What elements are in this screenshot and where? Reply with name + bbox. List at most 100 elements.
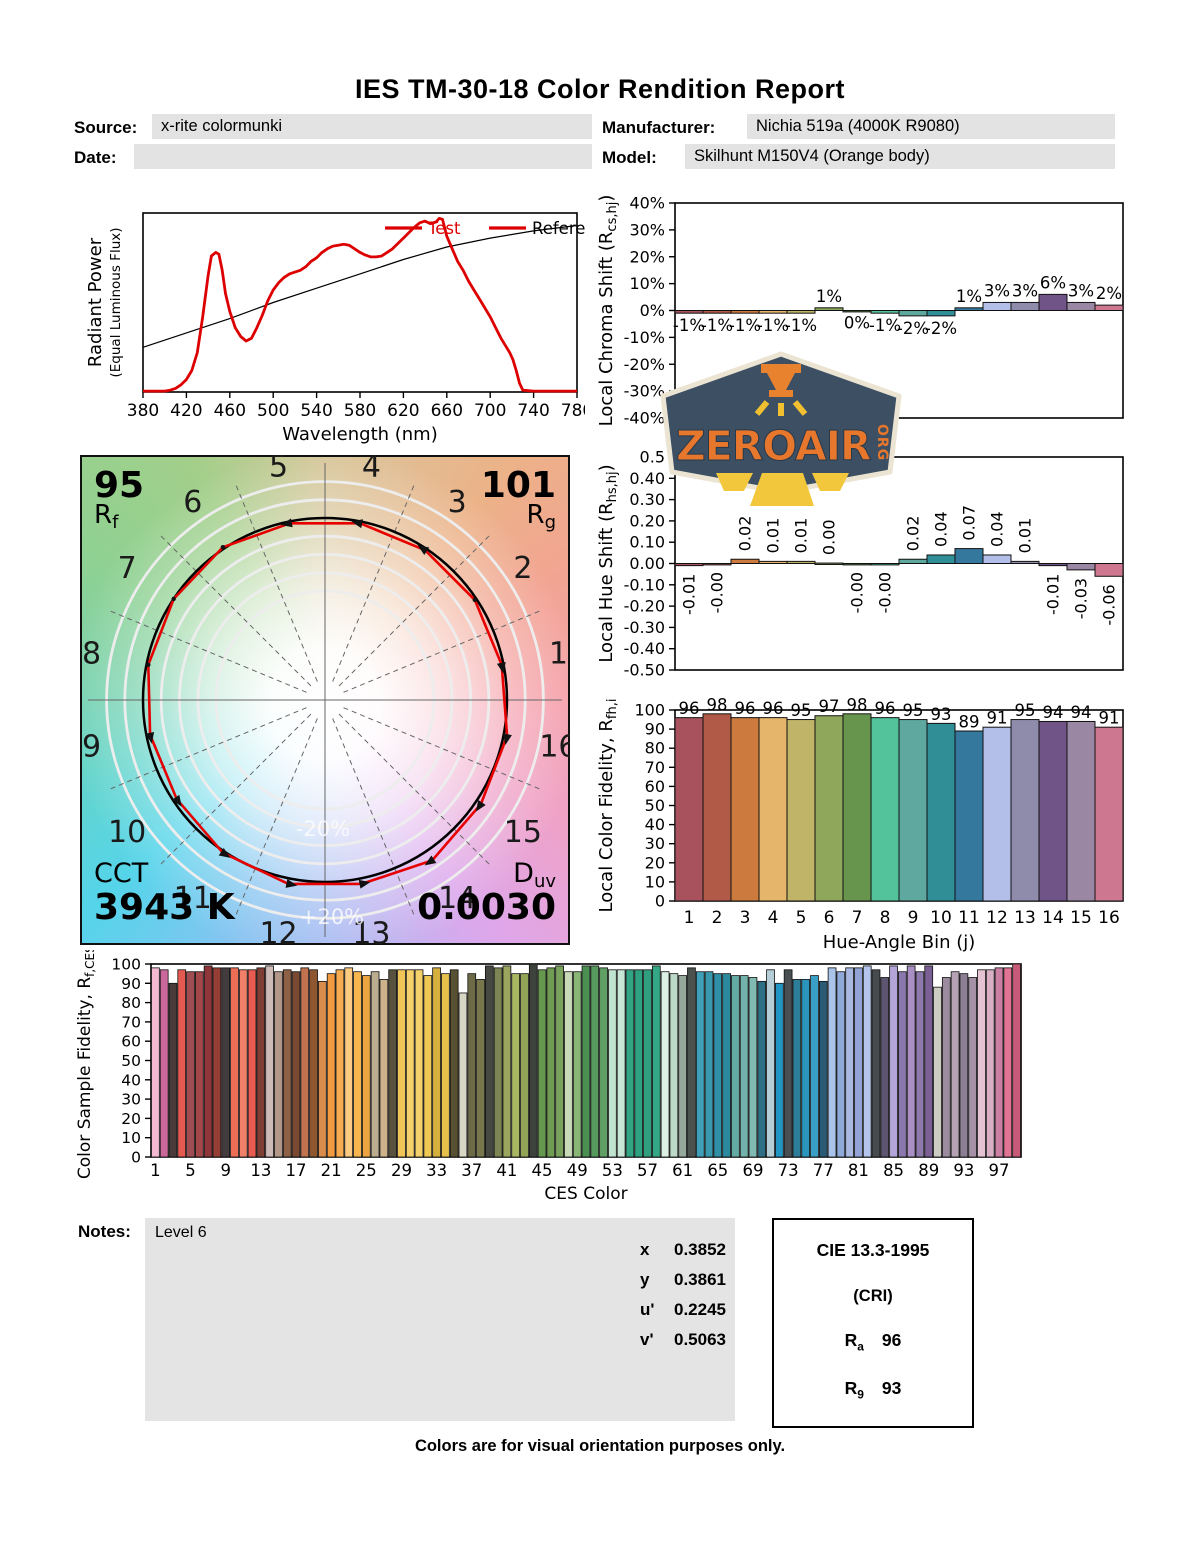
cri-ra-row: Ra 96 [844, 1330, 902, 1354]
bar [186, 971, 195, 1158]
y-axis-label: (Equal Luminous Flux) [108, 227, 124, 377]
bar [954, 548, 984, 564]
bar-value-label: -0.01 [680, 574, 699, 615]
bar [194, 971, 204, 1158]
bar-value-label: 1% [956, 287, 982, 306]
bar [758, 310, 788, 314]
svg-text:37: 37 [461, 1161, 482, 1180]
bar [1003, 967, 1013, 1158]
bar-value-label: 2% [1096, 284, 1122, 303]
svg-text:0.30: 0.30 [629, 490, 665, 509]
bar [651, 965, 661, 1158]
svg-text:33: 33 [426, 1161, 447, 1180]
svg-text:13: 13 [250, 1161, 271, 1180]
bar-value-label: 0.01 [792, 518, 811, 554]
bar [1066, 563, 1096, 571]
bar [1012, 963, 1021, 1158]
bar [335, 969, 345, 1158]
bin-number: 1 [549, 637, 568, 672]
bar [265, 965, 274, 1158]
bar [546, 967, 556, 1158]
svg-text:-0.40: -0.40 [624, 639, 665, 658]
cri-subtitle: (CRI) [853, 1287, 893, 1305]
bar [555, 965, 564, 1158]
x-axis-label: Wavelength (nm) [282, 424, 438, 445]
bin-number: 14 [438, 881, 476, 916]
svg-text:3: 3 [740, 908, 751, 928]
svg-text:89: 89 [918, 1161, 939, 1180]
bar [361, 975, 371, 1158]
bar-value-label: 96 [875, 699, 896, 718]
bar-value-label: 96 [679, 699, 700, 718]
bar [203, 965, 213, 1158]
svg-text:740: 740 [517, 401, 549, 421]
bar [758, 717, 788, 902]
bar-value-label: 0.04 [988, 511, 1007, 547]
hue-shift-arrow [218, 847, 231, 858]
bar [467, 973, 477, 1158]
svg-text:9: 9 [908, 908, 919, 928]
bar-value-label: -1% [729, 316, 761, 335]
bar [599, 967, 608, 1158]
bar [441, 973, 450, 1158]
bar [702, 310, 732, 314]
bar [405, 969, 415, 1158]
bar [880, 977, 890, 1158]
bar [1038, 563, 1068, 567]
svg-text:540: 540 [300, 401, 332, 421]
svg-text:6: 6 [824, 908, 835, 928]
bin-number: 3 [448, 485, 467, 520]
hue-shift-arrow [496, 662, 506, 674]
bar [926, 310, 956, 317]
bar [1038, 720, 1068, 902]
bar [388, 969, 398, 1158]
bin-number: 9 [82, 729, 101, 764]
notes-value: Level 6 [155, 1224, 207, 1241]
bar [827, 967, 837, 1158]
bar [370, 971, 380, 1158]
legend-reference-label: Reference [532, 219, 585, 238]
logo-flashlight-icon [754, 364, 808, 416]
bar [674, 563, 704, 567]
svg-text:45: 45 [532, 1161, 553, 1180]
date-label: Date: [74, 148, 117, 167]
svg-text:8: 8 [880, 908, 891, 928]
svg-text:15: 15 [1070, 908, 1092, 928]
svg-text:90: 90 [645, 720, 665, 739]
svg-text:80: 80 [121, 994, 141, 1012]
bar-value-label: 93 [931, 705, 952, 724]
bin-number: 6 [183, 485, 202, 520]
bar [739, 975, 749, 1158]
bar-value-label: 3% [1068, 281, 1094, 300]
hue-shift-arrow [475, 799, 486, 812]
bar [669, 973, 679, 1158]
bar [458, 992, 468, 1158]
spd-chart: 380 420 460 500 540 580 620 660 700 740 780 Wavelen… [85, 212, 585, 445]
cri-ra-value: 96 [881, 1330, 902, 1350]
bar [814, 307, 844, 311]
bin-number: 12 [259, 916, 297, 945]
svg-text:70: 70 [121, 1013, 141, 1031]
bar [730, 558, 760, 564]
svg-text:380: 380 [127, 401, 159, 421]
bar [230, 967, 239, 1158]
svg-text:5: 5 [185, 1161, 196, 1180]
svg-text:660: 660 [431, 401, 463, 421]
bar [634, 969, 644, 1158]
svg-text:80: 80 [645, 739, 665, 758]
bar-value-label: 94 [1071, 703, 1092, 722]
bar [695, 971, 705, 1158]
svg-text:100: 100 [111, 956, 141, 974]
bar [212, 967, 222, 1158]
bar [291, 971, 301, 1158]
bar [344, 967, 354, 1158]
svg-text:0: 0 [131, 1149, 141, 1167]
legend-test-label: Test [427, 219, 461, 238]
y-axis-label: Radiant Power [85, 237, 106, 367]
reference-circle [141, 516, 509, 884]
chromaticity-y: y 0.3861 [640, 1270, 726, 1289]
svg-text:10%: 10% [629, 274, 665, 293]
bar [432, 967, 441, 1158]
svg-text:13: 13 [1014, 908, 1036, 928]
